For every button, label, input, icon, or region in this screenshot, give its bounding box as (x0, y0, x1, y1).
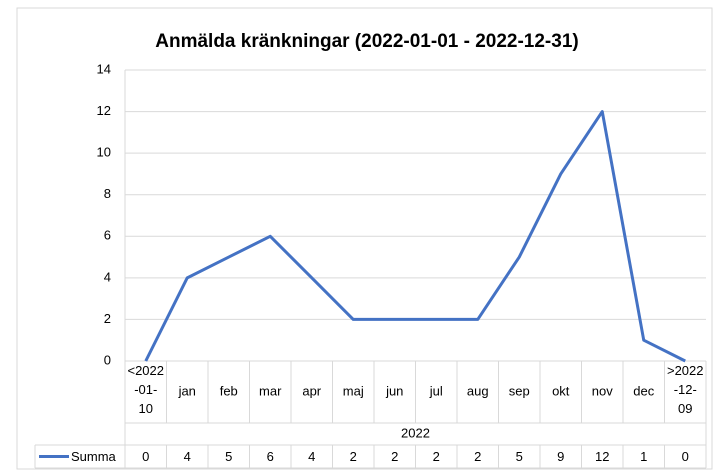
x-tick-label: >2022 -12-09 (667, 363, 704, 416)
x-tick-label: aug (467, 383, 489, 398)
x-tick-label: feb (220, 383, 238, 398)
y-tick-label: 8 (104, 186, 111, 201)
x-tick-label: maj (343, 383, 364, 398)
table-value: 12 (595, 449, 609, 464)
x-tick-label: jan (178, 383, 196, 398)
table-value: 2 (350, 449, 357, 464)
y-tick-label: 2 (104, 311, 111, 326)
table-value: 2 (433, 449, 440, 464)
table-value: 2 (391, 449, 398, 464)
table-value: 9 (557, 449, 564, 464)
table-value: 5 (516, 449, 523, 464)
table-value: 2 (474, 449, 481, 464)
chart-border (16, 7, 713, 470)
chart-title: Anmälda kränkningar (2022-01-01 - 2022-1… (155, 31, 578, 52)
table-value: 4 (184, 449, 191, 464)
table-value: 0 (682, 449, 689, 464)
x-tick-label: okt (552, 383, 570, 398)
x-tick-label: jul (429, 383, 443, 398)
y-tick-label: 14 (97, 61, 111, 76)
x-tick-label: dec (633, 383, 654, 398)
table-value: 6 (267, 449, 274, 464)
y-tick-label: 4 (104, 269, 111, 284)
table-value: 1 (640, 449, 647, 464)
x-tick-label: sep (509, 383, 530, 398)
table-value: 5 (225, 449, 232, 464)
y-tick-label: 10 (97, 145, 111, 160)
y-tick-label: 0 (104, 352, 111, 367)
x-tick-label: apr (302, 383, 321, 398)
y-tick-label: 6 (104, 228, 111, 243)
table-value: 4 (308, 449, 315, 464)
category-group-label: 2022 (401, 425, 430, 440)
legend-label: Summa (71, 449, 117, 464)
x-tick-label: jun (385, 383, 403, 398)
x-tick-label: <2022 -01-10 (127, 363, 164, 416)
y-tick-label: 12 (97, 103, 111, 118)
x-tick-label: mar (259, 383, 282, 398)
line (144, 110, 686, 363)
table-value: 0 (142, 449, 149, 464)
x-tick-label: nov (592, 383, 613, 398)
